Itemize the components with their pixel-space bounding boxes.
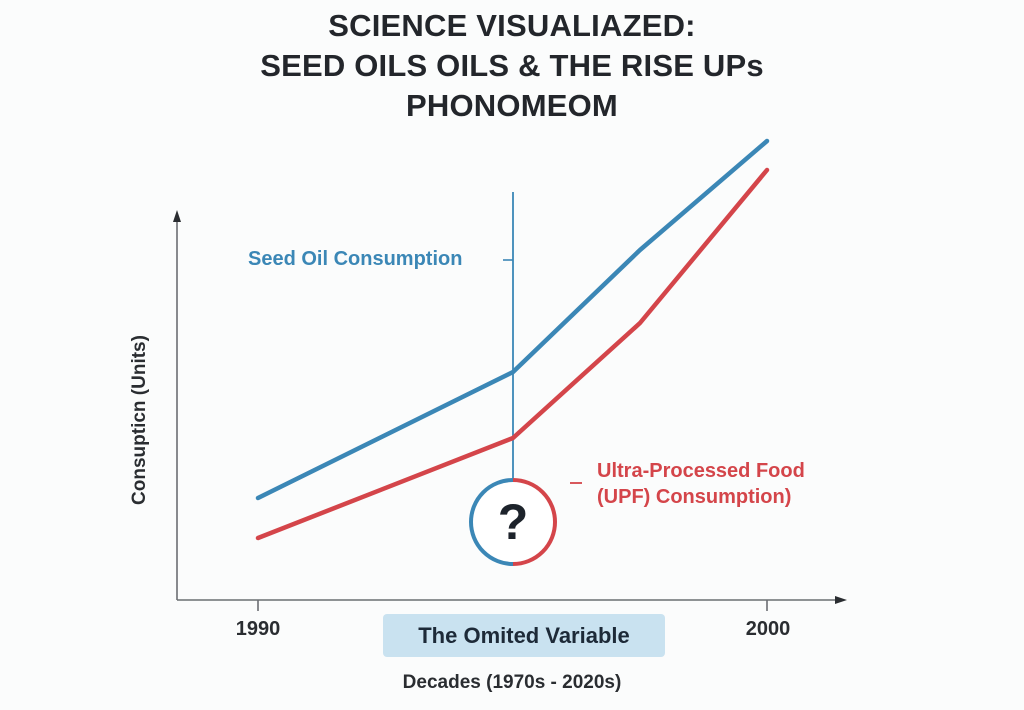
upf-label: Ultra-Processed Food (UPF) Consumption) (597, 458, 805, 510)
x-tick-label-2000: 2000 (745, 618, 791, 640)
y-axis-label: Consupticn (Units) (129, 335, 150, 505)
title-line-2: SEED OILS OILS & THE RISE UPs (260, 48, 764, 83)
x-axis-label: Decades (1970s - 2020s) (402, 672, 622, 693)
question-circle-icon (469, 478, 557, 566)
upf-label-line-1: Ultra-Processed Food (597, 460, 805, 482)
upf-line (255, 167, 770, 541)
seed-oil-line (255, 138, 770, 501)
upf-label-line-2: (UPF) Consumption) (597, 486, 792, 508)
x-tick-label-1990: 1990 (235, 618, 281, 640)
omitted-variable-badge: The Omited Variable (383, 614, 665, 657)
chart-title: SCIENCE VISUALIAZED: SEED OILS OILS & TH… (0, 6, 1024, 126)
question-mark-icon: ? (497, 494, 529, 550)
y-axis-arrow-icon (173, 210, 181, 222)
x-axis-arrow-icon (835, 596, 847, 604)
x-axis (177, 596, 847, 611)
title-line-3: PHONOMEOM (406, 88, 618, 123)
title-line-1: SCIENCE VISUALIAZED: (328, 8, 696, 43)
y-axis (173, 210, 181, 600)
seed-oil-label: Seed Oil Consumption (248, 248, 463, 270)
